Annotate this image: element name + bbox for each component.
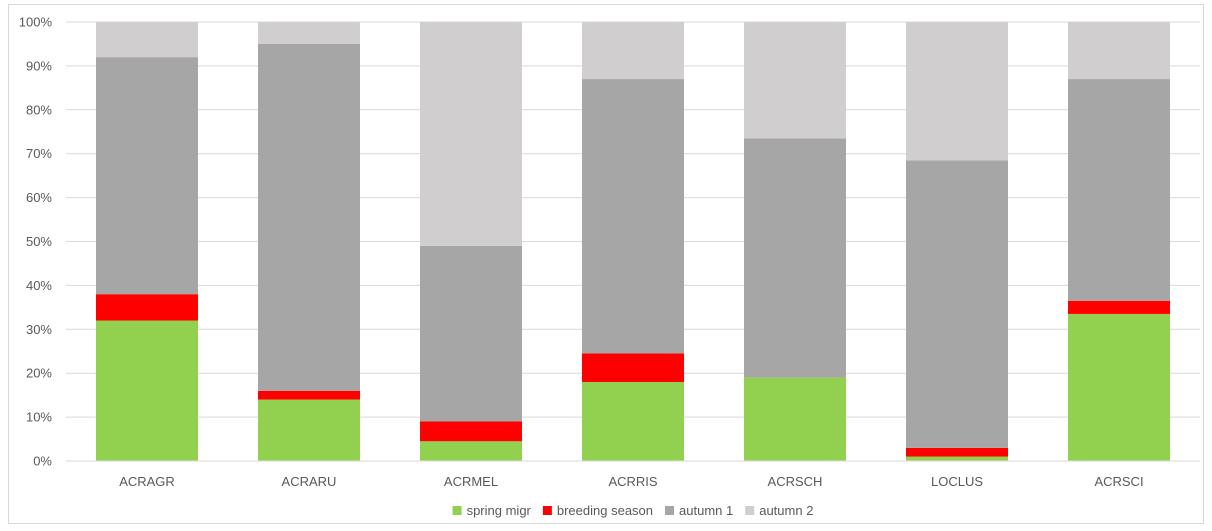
bar-segment-autumn-2-acrris	[582, 22, 684, 80]
bar-segment-autumn-1-acrmel	[420, 245, 522, 422]
legend: spring migr breeding season autumn 1 autumn…	[452, 503, 813, 518]
legend-label: autumn 1	[679, 503, 733, 518]
bar-segment-autumn-2-acrsch	[744, 22, 846, 139]
x-category-label: ACRMEL	[444, 474, 498, 489]
bars	[96, 22, 1170, 461]
y-tick-label: 100%	[19, 15, 53, 30]
x-category-label: ACRARU	[282, 474, 337, 489]
bar-segment-spring-migr-acraru	[258, 399, 360, 461]
bar-segment-spring-migr-acrris	[582, 381, 684, 461]
x-axis-category-labels: ACRAGR ACRARU ACRMEL ACRRIS ACRSCH LOCLUS ACRS…	[119, 474, 1143, 489]
legend-swatch	[745, 506, 755, 515]
legend-item-breeding-season: breeding season	[542, 503, 653, 518]
x-category-label: ACRSCI	[1094, 474, 1143, 489]
bar-segment-breeding-season-acrsci	[1068, 300, 1170, 314]
bar-segment-autumn-1-acrsci	[1068, 79, 1170, 301]
x-category-label: LOCLUS	[931, 474, 983, 489]
bar-segment-autumn-2-acrsci	[1068, 22, 1170, 80]
bar-segment-autumn-1-loclus	[906, 160, 1008, 448]
bar-segment-spring-migr-acragr	[96, 320, 198, 461]
legend-label: spring migr	[467, 503, 532, 518]
bar-segment-spring-migr-acrmel	[420, 441, 522, 461]
legend-item-autumn-2: autumn 2	[745, 503, 813, 518]
y-tick-label: 10%	[26, 410, 52, 425]
legend-item-autumn-1: autumn 1	[665, 503, 733, 518]
x-category-label: ACRAGR	[119, 474, 175, 489]
y-axis-tick-labels: 0% 10% 20% 30% 40% 50% 60% 70% 80% 90% 100%	[19, 15, 53, 469]
bar-segment-autumn-2-acrmel	[420, 22, 522, 246]
bar-segment-autumn-1-acragr	[96, 57, 198, 295]
y-tick-label: 50%	[26, 234, 52, 249]
y-tick-label: 20%	[26, 366, 52, 381]
bar-segment-breeding-season-acrris	[582, 353, 684, 382]
y-tick-label: 30%	[26, 322, 52, 337]
y-tick-label: 70%	[26, 146, 52, 161]
y-tick-label: 90%	[26, 58, 52, 73]
bar-segment-autumn-1-acrris	[582, 79, 684, 354]
bar-segment-autumn-1-acraru	[258, 43, 360, 391]
bar-segment-breeding-season-acragr	[96, 294, 198, 321]
bar-segment-autumn-2-acraru	[258, 22, 360, 44]
bar-segment-breeding-season-acrmel	[420, 421, 522, 442]
bar-segment-autumn-2-loclus	[906, 22, 1008, 161]
legend-item-spring-migr: spring migr	[452, 503, 532, 518]
x-category-label: ACRSCH	[768, 474, 823, 489]
bar-segment-breeding-season-acraru	[258, 390, 360, 400]
bar-segment-autumn-2-acragr	[96, 22, 198, 58]
y-tick-label: 60%	[26, 190, 52, 205]
bar-segment-breeding-season-loclus	[906, 447, 1008, 457]
y-tick-label: 40%	[26, 278, 52, 293]
x-category-label: ACRRIS	[608, 474, 657, 489]
bar-segment-autumn-1-acrsch	[744, 138, 846, 378]
legend-swatch	[452, 506, 462, 515]
y-tick-label: 80%	[26, 102, 52, 117]
y-tick-label: 0%	[33, 454, 52, 469]
bar-segment-spring-migr-loclus	[906, 456, 1008, 461]
bar-segment-spring-migr-acrsci	[1068, 313, 1170, 461]
legend-swatch	[542, 506, 552, 515]
bar-segment-spring-migr-acrsch	[744, 377, 846, 461]
legend-label: breeding season	[557, 503, 653, 518]
legend-label: autumn 2	[759, 503, 813, 518]
legend-swatch	[665, 506, 675, 515]
